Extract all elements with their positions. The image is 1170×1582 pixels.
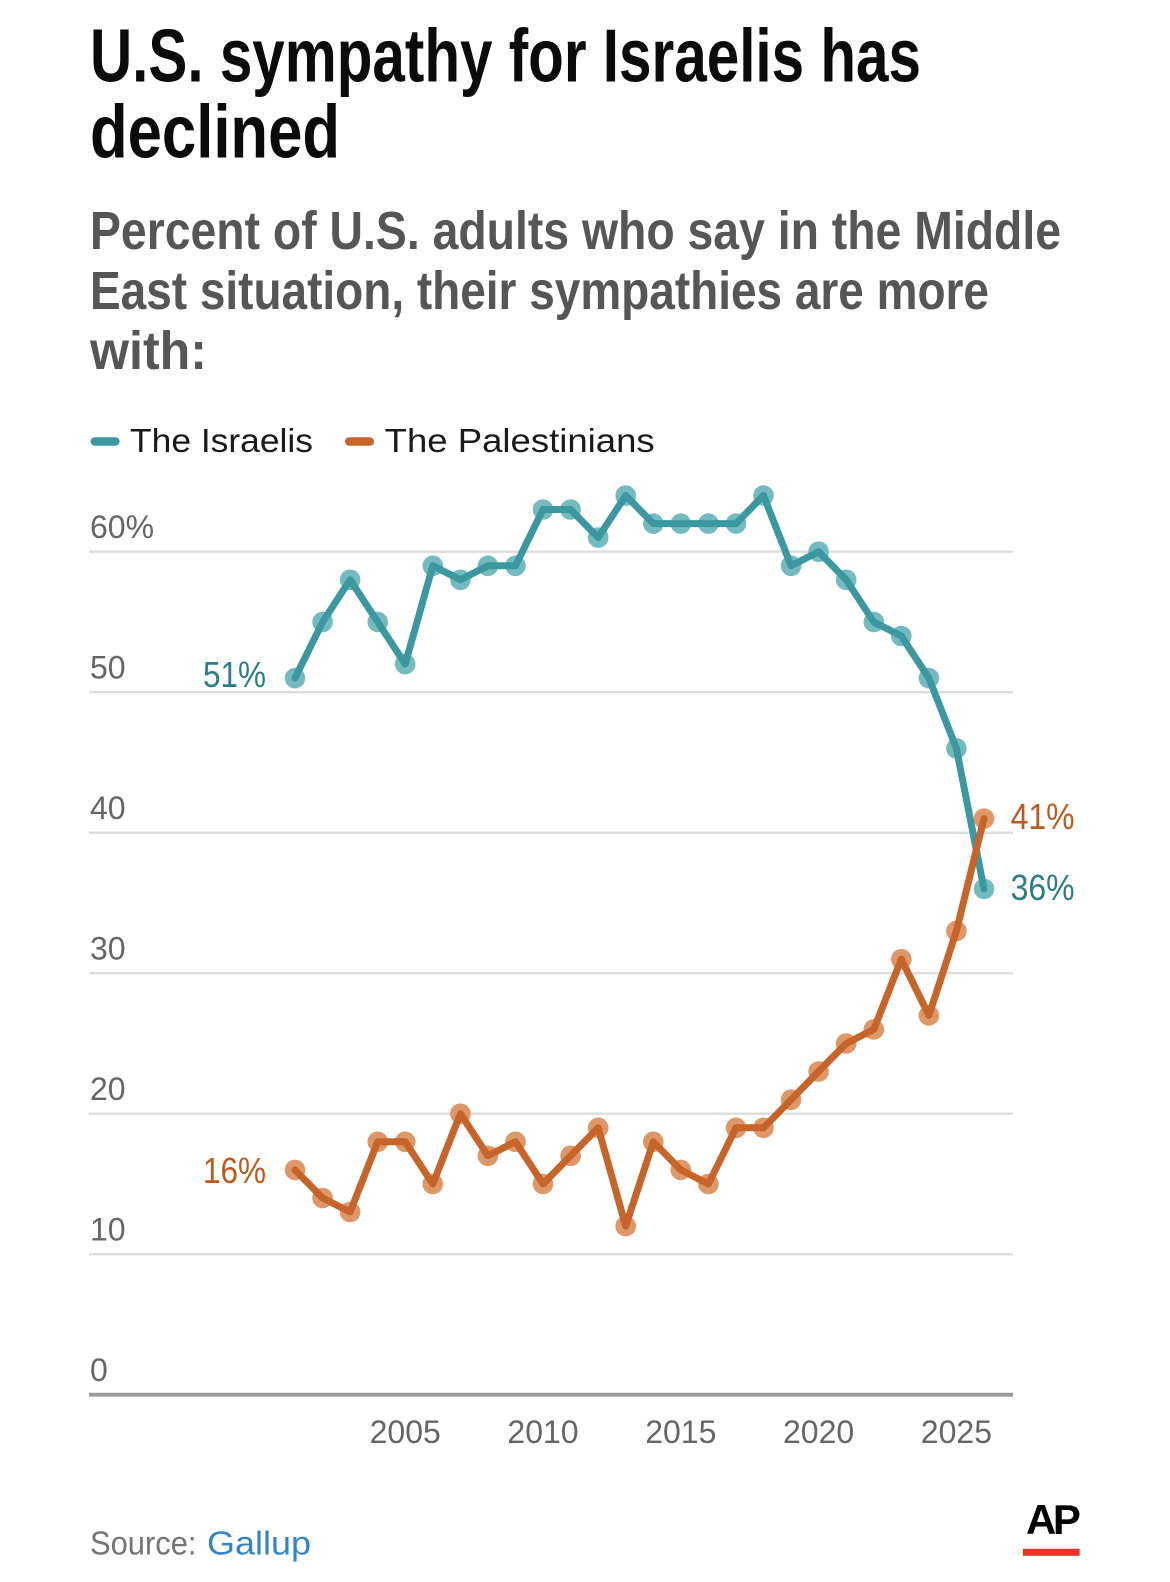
svg-text:50: 50 xyxy=(90,650,126,686)
svg-text:0: 0 xyxy=(90,1352,108,1388)
svg-text:Source:: Source: xyxy=(90,1524,197,1561)
svg-text:36%: 36% xyxy=(1011,867,1075,908)
svg-text:41%: 41% xyxy=(1011,796,1075,837)
svg-text:2025: 2025 xyxy=(921,1414,992,1450)
svg-text:2020: 2020 xyxy=(783,1414,854,1450)
svg-text:Gallup: Gallup xyxy=(207,1524,311,1561)
svg-text:The Israelis: The Israelis xyxy=(130,422,313,459)
svg-text:2015: 2015 xyxy=(645,1414,716,1450)
svg-text:51%: 51% xyxy=(203,654,266,695)
svg-text:2010: 2010 xyxy=(507,1414,578,1450)
svg-text:20: 20 xyxy=(90,1071,126,1107)
svg-text:U.S. sympathy for Israelis has: U.S. sympathy for Israelis has xyxy=(90,14,921,98)
svg-text:30: 30 xyxy=(90,931,126,967)
svg-text:AP: AP xyxy=(1026,1496,1080,1543)
svg-text:16%: 16% xyxy=(203,1150,266,1191)
svg-text:2005: 2005 xyxy=(370,1414,441,1450)
svg-text:10: 10 xyxy=(90,1212,126,1248)
svg-text:Percent of U.S. adults who say: Percent of U.S. adults who say in the Mi… xyxy=(90,201,1061,261)
svg-text:60%: 60% xyxy=(90,509,154,545)
svg-text:with:: with: xyxy=(89,321,207,381)
svg-text:East situation, their sympathi: East situation, their sympathies are mor… xyxy=(90,261,989,321)
svg-text:40: 40 xyxy=(90,790,126,826)
svg-text:The Palestinians: The Palestinians xyxy=(385,422,655,459)
svg-text:declined: declined xyxy=(90,90,340,174)
